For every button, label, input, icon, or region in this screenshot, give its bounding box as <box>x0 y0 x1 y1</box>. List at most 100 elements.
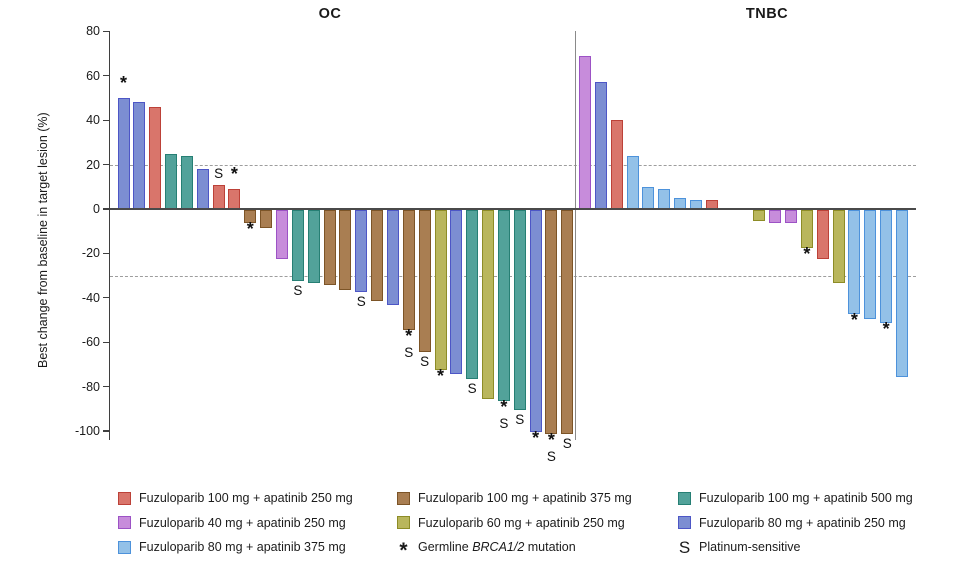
legend-item-treatment: Fuzuloparib 100 mg + apatinib 500 mg <box>678 486 913 511</box>
bar <box>785 210 798 224</box>
brca-mutation-marker: * <box>500 396 508 417</box>
platinum-sensitive-marker: S <box>499 415 509 431</box>
bar <box>149 106 162 209</box>
bar <box>529 210 542 432</box>
brca-mutation-marker: * <box>119 73 127 93</box>
y-axis-tick <box>102 119 109 121</box>
legend-swatch <box>397 516 410 530</box>
bar <box>371 210 384 302</box>
platinum-sensitive-marker: S <box>404 344 414 360</box>
y-axis-tick-label: -60 <box>81 335 100 350</box>
bar <box>307 210 320 284</box>
bar <box>658 189 671 209</box>
bar <box>355 210 368 293</box>
legend-item-label: Fuzuloparib 100 mg + apatinib 500 mg <box>699 491 913 506</box>
bar <box>482 210 495 399</box>
bar <box>832 210 845 284</box>
bar <box>466 210 479 379</box>
y-axis-tick <box>102 164 109 166</box>
legend-column: Fuzuloparib 100 mg + apatinib 500 mg Fuzu… <box>678 486 913 560</box>
reference-line-20 <box>110 164 916 166</box>
brca-mutation-marker: * <box>436 365 444 386</box>
platinum-sensitive-marker: S <box>546 449 556 465</box>
brca-mutation-marker: * <box>230 164 238 185</box>
y-axis-line <box>108 31 110 440</box>
bar <box>260 210 273 228</box>
bar <box>864 210 877 319</box>
bar <box>212 184 225 209</box>
legend-column: Fuzuloparib 100 mg + apatinib 375 mg Fuzu… <box>397 486 632 563</box>
legend-swatch <box>118 491 131 505</box>
bar <box>291 210 304 282</box>
brca-mutation-marker: * <box>246 219 254 240</box>
zero-baseline <box>110 208 916 210</box>
bar <box>323 210 336 286</box>
y-axis-tick-label: -100 <box>74 424 100 438</box>
panel-divider <box>575 31 577 440</box>
brca-mutation-marker: * <box>547 430 555 451</box>
bar <box>339 210 352 290</box>
bar <box>545 210 558 435</box>
panel-title-oc: OC <box>318 6 342 22</box>
bar <box>434 210 447 370</box>
bar <box>753 210 766 222</box>
y-axis-tick-label: -80 <box>81 379 100 394</box>
bar <box>642 186 655 209</box>
bar <box>848 210 861 315</box>
platinum-sensitive-marker: S <box>356 294 366 310</box>
y-axis-tick-label: 60 <box>86 68 100 83</box>
legend-item-label: Germline BRCA1/2 mutation <box>418 540 576 555</box>
legend-item-treatment: Fuzuloparib 100 mg + apatinib 250 mg <box>118 486 353 511</box>
legend-column: Fuzuloparib 100 mg + apatinib 250 mg Fuzu… <box>118 486 353 560</box>
y-axis-tick-label: 0 <box>93 202 100 216</box>
legend-item-label: Fuzuloparib 80 mg + apatinib 375 mg <box>139 540 346 555</box>
y-axis-tick-label: 20 <box>86 157 100 172</box>
bar <box>117 98 130 209</box>
legend-swatch <box>118 516 131 530</box>
bar <box>896 210 908 377</box>
legend-item-label: Fuzuloparib 80 mg + apatinib 250 mg <box>699 515 906 530</box>
legend-item-label: Fuzuloparib 40 mg + apatinib 250 mg <box>139 515 346 530</box>
legend-swatch <box>397 491 410 505</box>
y-axis-tick <box>102 252 109 255</box>
bar <box>769 210 782 224</box>
brca-mutation-marker: * <box>803 243 811 264</box>
y-axis-tick <box>102 430 109 432</box>
reference-line--30 <box>110 275 916 277</box>
platinum-sensitive-marker: S <box>214 165 224 181</box>
legend-item-marker: * Germline BRCA1/2 mutation <box>397 535 632 563</box>
bar <box>610 120 623 209</box>
platinum-sensitive-marker: S <box>562 436 572 452</box>
y-axis-tick-label: 40 <box>86 113 100 128</box>
y-axis-tick-label: -20 <box>81 246 100 261</box>
y-axis-tick <box>102 208 109 210</box>
platinum-sensitive-marker: S <box>293 283 303 299</box>
bar <box>450 210 463 375</box>
y-axis-tick <box>102 297 109 299</box>
bar <box>561 210 574 435</box>
platinum-sensitive-marker: S <box>420 354 430 370</box>
bar <box>133 102 146 209</box>
bar <box>180 155 193 209</box>
y-axis-tick <box>102 386 109 388</box>
asterisk-symbol: * <box>399 539 408 563</box>
bar <box>165 153 178 209</box>
legend-item-label: Platinum-sensitive <box>699 540 801 555</box>
legend-item-treatment: Fuzuloparib 100 mg + apatinib 375 mg <box>397 486 632 511</box>
y-axis-tick-label: -40 <box>81 290 100 305</box>
bar <box>418 210 431 353</box>
legend-item-label: Fuzuloparib 100 mg + apatinib 375 mg <box>418 491 632 506</box>
platinum-sensitive-marker: S <box>467 380 477 396</box>
bar <box>594 82 607 209</box>
y-axis-tick <box>102 75 109 77</box>
y-axis-tick-label: 80 <box>86 24 100 39</box>
y-axis-title: Best change from baseline in target lesi… <box>36 112 50 368</box>
legend-swatch <box>118 540 131 554</box>
legend-item-label: Fuzuloparib 60 mg + apatinib 250 mg <box>418 515 625 530</box>
bar <box>244 210 257 224</box>
legend-swatch <box>678 516 691 530</box>
brca-mutation-marker: * <box>405 325 413 346</box>
legend-swatch <box>678 491 691 505</box>
y-axis-tick <box>102 30 109 33</box>
